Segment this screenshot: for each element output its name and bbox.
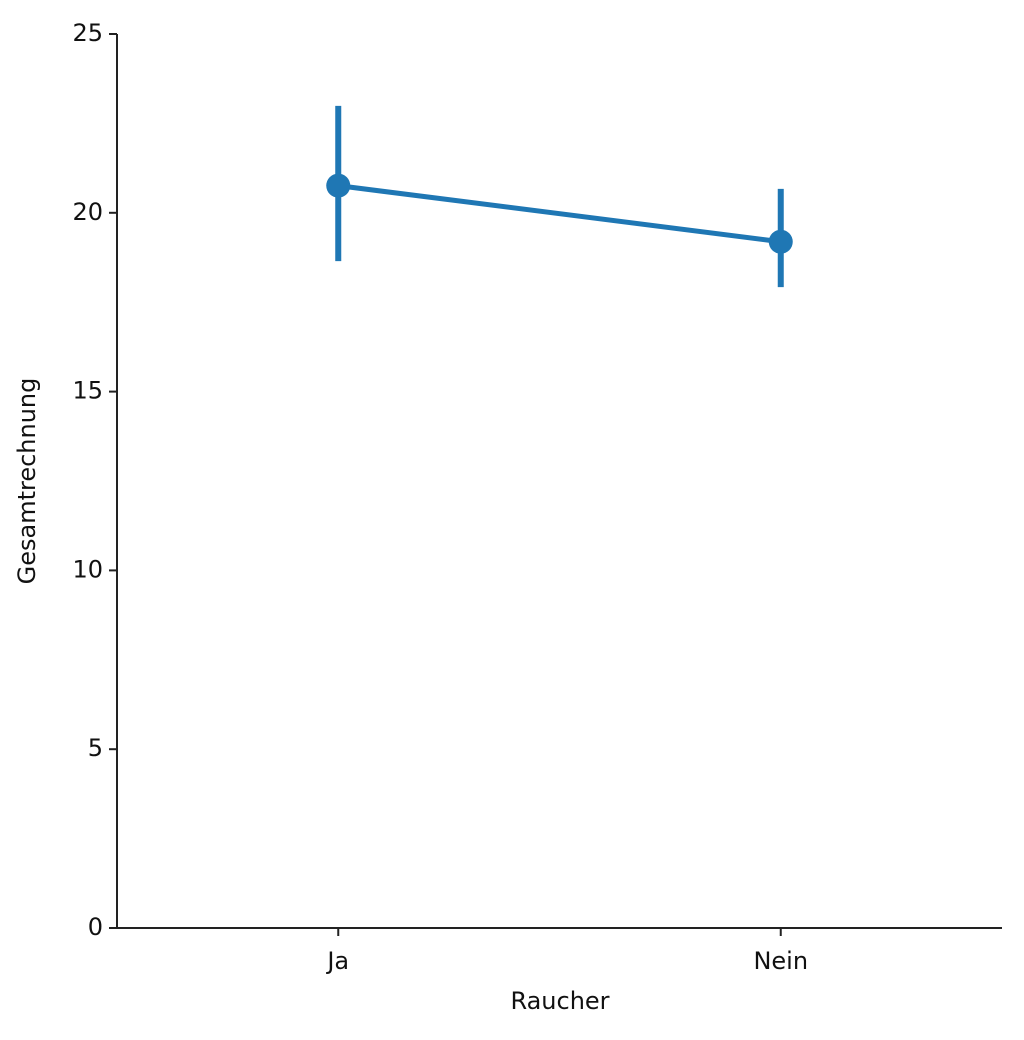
y-tick-label: 10 — [72, 555, 103, 583]
point — [326, 173, 351, 198]
y-tick-label: 15 — [72, 377, 103, 405]
x-axis-label: Raucher — [510, 987, 609, 1015]
y-tick-label: 0 — [88, 913, 103, 941]
point — [768, 229, 793, 254]
y-tick-label: 5 — [88, 734, 103, 762]
y-axis-label: Gesamtrechnung — [13, 378, 41, 585]
x-tick-label: Nein — [753, 947, 808, 975]
y-tick-label: 25 — [72, 19, 103, 47]
x-tick-label: Ja — [325, 947, 349, 975]
y-tick-label: 20 — [72, 198, 103, 226]
series-line — [337, 183, 782, 245]
